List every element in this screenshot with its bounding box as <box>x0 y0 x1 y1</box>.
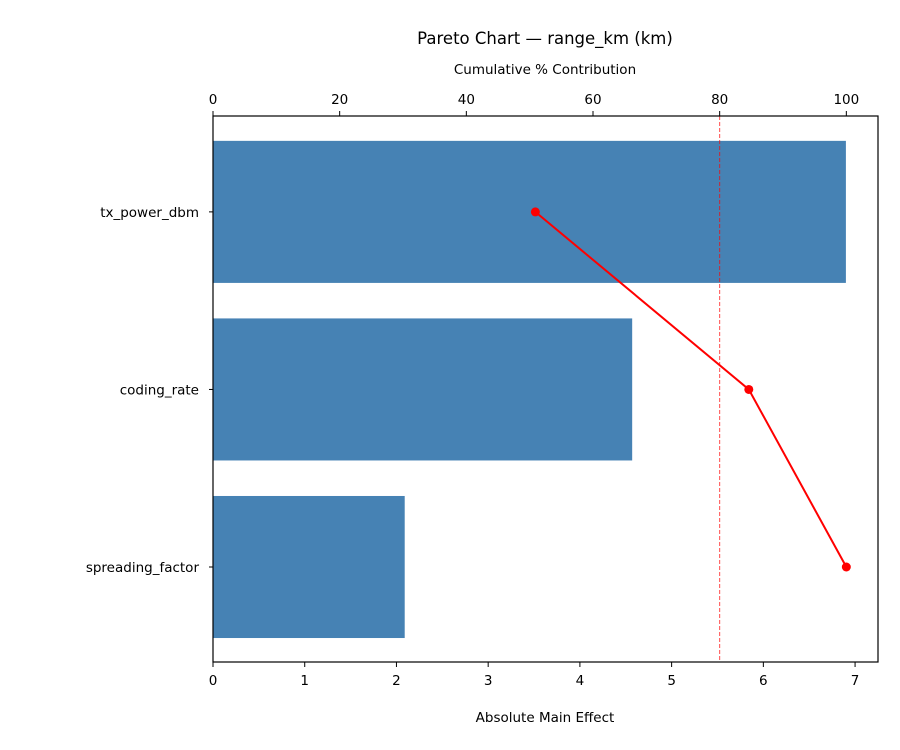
plot-frame <box>212 115 879 663</box>
cumulative-point <box>744 384 754 394</box>
y-tick-label: spreading_factor <box>86 560 200 576</box>
y-tick-label: tx_power_dbm <box>100 205 199 221</box>
secondary-x-tick-label: 40 <box>458 92 475 108</box>
secondary-x-tick-label: 80 <box>711 92 728 108</box>
x-tick-label: 3 <box>484 673 493 689</box>
y-tick-label: coding_rate <box>120 382 199 398</box>
cumulative-point <box>841 562 851 572</box>
x-axis-label: Absolute Main Effect <box>476 710 615 726</box>
secondary-x-tick-label: 0 <box>209 92 218 108</box>
secondary-x-tick-label: 20 <box>331 92 348 108</box>
secondary-x-tick-label: 60 <box>584 92 601 108</box>
secondary-x-tick-label: 100 <box>833 92 859 108</box>
x-tick-label: 0 <box>209 673 218 689</box>
x-tick-label: 4 <box>576 673 585 689</box>
secondary-x-axis-label: Cumulative % Contribution <box>454 62 636 78</box>
bar-spreading_factor <box>213 495 405 639</box>
cumulative-point <box>530 207 540 217</box>
x-tick-label: 6 <box>759 673 768 689</box>
x-tick-label: 2 <box>392 673 401 689</box>
bar-coding_rate <box>213 318 633 461</box>
x-tick-label: 5 <box>667 673 676 689</box>
bar-tx_power_dbm <box>213 140 846 283</box>
chart-title: Pareto Chart — range_km (km) <box>417 29 673 49</box>
x-tick-label: 1 <box>300 673 309 689</box>
x-tick-label: 7 <box>851 673 860 689</box>
